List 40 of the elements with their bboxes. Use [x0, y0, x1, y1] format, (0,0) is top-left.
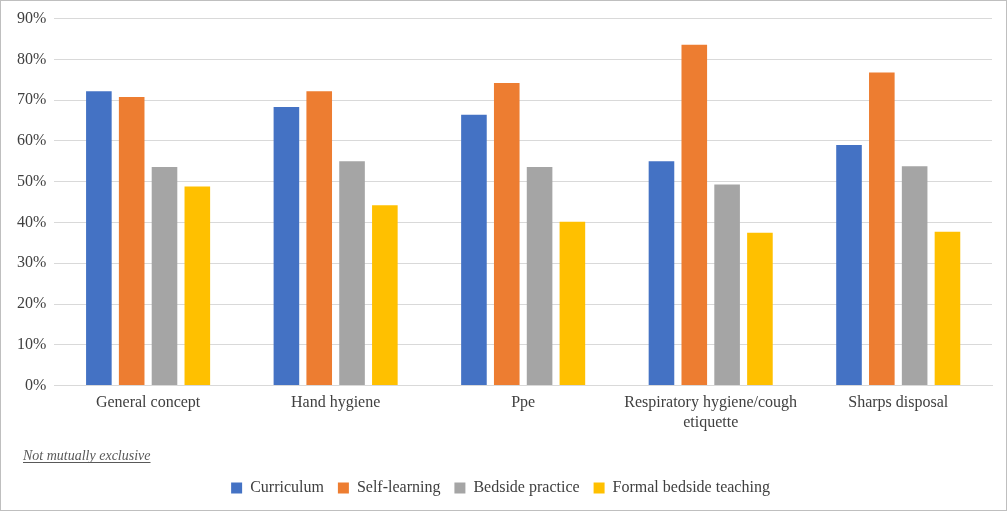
legend-label: Curriculum [250, 478, 325, 496]
bar [86, 91, 112, 386]
bar [493, 83, 520, 386]
bar [648, 161, 675, 386]
y-tick-label: 0% [25, 375, 47, 393]
bar [901, 166, 928, 386]
bar [747, 232, 773, 386]
bar [559, 221, 586, 386]
bar [184, 186, 211, 386]
x-tick-label: Respiratory hygiene/cough etiquette [624, 393, 798, 431]
legend-label: Formal bedside teaching [612, 478, 770, 497]
bar [372, 205, 398, 386]
bar [118, 96, 145, 386]
bar [934, 231, 961, 386]
y-tick-label: 60% [17, 131, 47, 149]
bar [681, 44, 708, 386]
bar [151, 167, 178, 386]
bar [306, 91, 333, 386]
bar [869, 72, 895, 386]
bar [273, 107, 300, 386]
y-tick-label: 10% [17, 335, 47, 353]
legend-label: Bedside practice [473, 478, 580, 497]
bar [339, 161, 365, 386]
y-tick-label: 50% [17, 171, 47, 189]
text: Not mutually exclusive [22, 448, 151, 463]
y-tick-label: 30% [17, 253, 47, 271]
x-tick-label: Sharps disposal [848, 393, 949, 412]
y-tick-label: 90% [17, 8, 47, 26]
x-tick-label: Hand hygiene [290, 393, 381, 412]
y-tick-label: 80% [17, 49, 47, 67]
y-tick-label: 70% [17, 90, 47, 108]
legend-label: Self-learning [356, 478, 441, 497]
bar [836, 145, 862, 386]
x-tick-label: General concept [95, 393, 201, 412]
bar [714, 184, 740, 386]
x-tick-label: Ppe [511, 393, 536, 412]
bar [461, 114, 487, 386]
y-tick-label: 40% [17, 212, 47, 230]
bar [526, 167, 553, 386]
y-tick-label: 20% [17, 294, 47, 312]
